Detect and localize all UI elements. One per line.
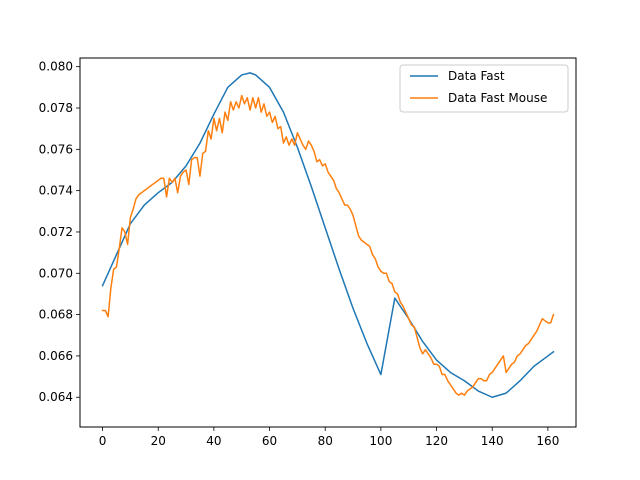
- y-axis: 0.064 0.066 0.068 0.070 0.072 0.074 0.076 0.078…: [39, 60, 80, 404]
- legend-label-data-fast: Data Fast: [448, 69, 505, 83]
- y-tick-label: 0.080: [39, 60, 73, 74]
- x-axis: 0 20 40 60 80 100 120 140 160: [99, 427, 559, 448]
- series-line-data-fast-mouse: [101, 94, 555, 396]
- y-tick-label: 0.064: [39, 390, 73, 404]
- y-tick-label: 0.066: [39, 349, 73, 363]
- y-tick-label: 0.072: [39, 225, 73, 239]
- legend-box: [399, 64, 569, 113]
- y-tick-label: 0.078: [39, 101, 73, 115]
- y-tick-label: 0.070: [39, 266, 73, 280]
- x-tick-label: 120: [425, 434, 448, 448]
- legend: Data Fast Data Fast Mouse: [399, 64, 569, 113]
- legend-label-data-fast-mouse: Data Fast Mouse: [448, 91, 547, 105]
- x-tick-label: 60: [262, 434, 277, 448]
- y-tick-label: 0.076: [39, 142, 73, 156]
- x-tick-label: 0: [99, 434, 107, 448]
- x-tick-label: 100: [369, 434, 392, 448]
- series-line-data-fast: [101, 72, 555, 398]
- x-tick-label: 140: [481, 434, 504, 448]
- x-tick-label: 80: [318, 434, 333, 448]
- y-tick-label: 0.074: [39, 184, 73, 198]
- plot-area: [101, 72, 555, 398]
- x-tick-label: 40: [206, 434, 221, 448]
- plot-frame: [79, 57, 577, 428]
- x-tick-label: 20: [151, 434, 166, 448]
- x-tick-label: 160: [536, 434, 559, 448]
- y-tick-label: 0.068: [39, 308, 73, 322]
